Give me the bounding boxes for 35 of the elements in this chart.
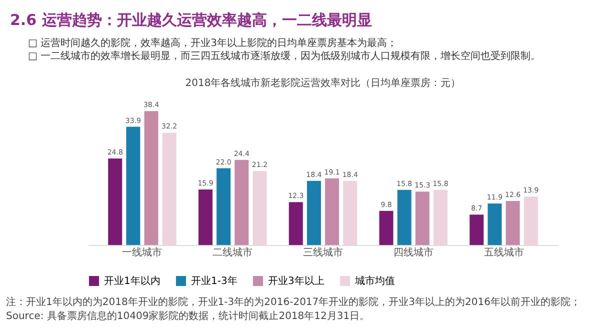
bar xyxy=(325,178,340,245)
bar xyxy=(216,168,231,245)
bar xyxy=(379,210,394,245)
bar xyxy=(162,132,176,245)
x-tick-label: 三线城市 xyxy=(303,246,343,258)
bar xyxy=(198,190,212,245)
bar xyxy=(397,190,412,245)
bar xyxy=(524,196,538,245)
legend-label: 开业1年以内 xyxy=(104,275,160,287)
chart-subtitle: 2018年各线城市新老影院运营效率对比（日均单座票房：元） xyxy=(185,77,461,89)
legend-label: 城市均值 xyxy=(354,275,395,287)
bar xyxy=(470,214,484,245)
bar xyxy=(144,111,158,245)
x-tick-label: 二线城市 xyxy=(212,246,253,258)
bar xyxy=(108,158,122,245)
bar xyxy=(343,180,358,245)
x-tick-label: 一线城市 xyxy=(122,246,162,258)
text: □ 一二线城市的效率增长最明显，而三四五线城市逐渐放缓，因为低级别城市人口规模有限，增长空间也受到限制。 xyxy=(28,50,541,62)
bar xyxy=(506,201,520,245)
source-note: Source: 具备票房信息的10409家影院的数据，统计时间截止2018年12月31日。 xyxy=(6,310,370,322)
x-tick-label: 四线城市 xyxy=(393,246,434,258)
bar xyxy=(288,202,303,245)
text: □ 运营时间越久的影院，效率越高，开业3年以上影院的日均单座票房基本为最高； xyxy=(28,37,397,49)
bar xyxy=(434,190,448,245)
legend-label: 开业1-3年 xyxy=(191,275,238,287)
chart-title: 2.6 运营趋势：开业越久运营效率越高，一二线最明显 xyxy=(10,11,372,29)
text: 注：开业1年以内的为2018年开业的影院，开业1-3年的为2016-2017年开业的影院，开业3年以上的为2016年以前开业的影院； xyxy=(6,296,580,308)
bar xyxy=(415,192,430,245)
bar xyxy=(234,160,249,245)
bar xyxy=(252,171,267,245)
x-tick-label: 五线城市 xyxy=(484,246,524,258)
legend-label: 开业3年以上 xyxy=(268,275,324,287)
bar xyxy=(306,180,321,245)
bar xyxy=(488,203,502,245)
bar xyxy=(126,126,140,245)
